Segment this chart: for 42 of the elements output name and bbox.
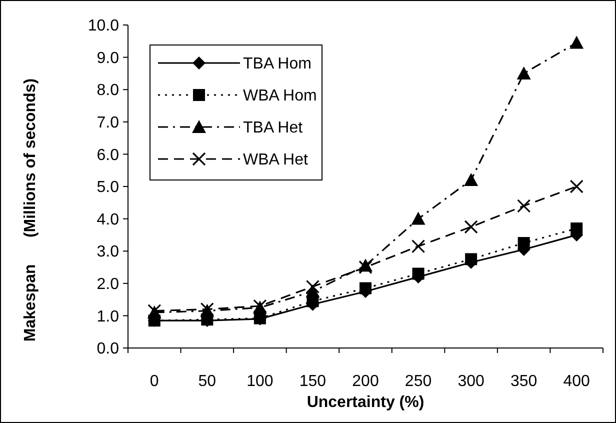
point [516, 66, 531, 80]
legend-label: WBA Het [243, 152, 308, 169]
point [570, 222, 583, 234]
y-tick-label: 5.0 [96, 179, 120, 196]
point [465, 253, 478, 266]
point [306, 280, 320, 294]
point [464, 220, 478, 234]
x-tick-label: 50 [198, 373, 216, 390]
point [464, 173, 478, 186]
point [518, 237, 530, 250]
x-tick-label: 100 [246, 373, 274, 390]
legend-label: TBA Het [243, 120, 304, 137]
point [411, 239, 426, 254]
y-tick-label: 7.0 [96, 114, 120, 132]
x-tick-label: 150 [299, 373, 326, 390]
point [411, 212, 426, 225]
y-tick-label: 4.0 [96, 211, 120, 228]
point [254, 312, 266, 324]
x-axis-title: Uncertainty (%) [306, 394, 424, 411]
point [360, 282, 372, 294]
legend-label: WBA Hom [243, 88, 317, 105]
x-tick-label: 0 [150, 373, 159, 390]
point [570, 36, 584, 49]
y-tick-label: 10.0 [88, 18, 120, 35]
y-tick-label: 3.0 [96, 244, 120, 261]
y-tick-label: 2.0 [96, 276, 120, 293]
legend-label: TBA Hom [243, 56, 312, 73]
point [358, 260, 372, 274]
x-tick-label: 300 [458, 373, 484, 390]
y-axis-title: Makespan (Millions of seconds) [22, 78, 39, 342]
y-tick-label: 1.0 [96, 308, 120, 326]
x-tick-label: 200 [352, 373, 379, 390]
x-tick-label: 350 [510, 373, 538, 390]
y-tick-label: 6.0 [96, 146, 120, 164]
y-tick-label: 8.0 [96, 82, 120, 100]
x-tick-label: 250 [404, 373, 432, 390]
y-tick-label: 0.0 [96, 340, 120, 358]
point [412, 268, 424, 280]
point [517, 199, 531, 213]
point [570, 180, 584, 194]
y-tick-label: 9.0 [96, 50, 120, 67]
x-tick-label: 400 [563, 373, 590, 390]
